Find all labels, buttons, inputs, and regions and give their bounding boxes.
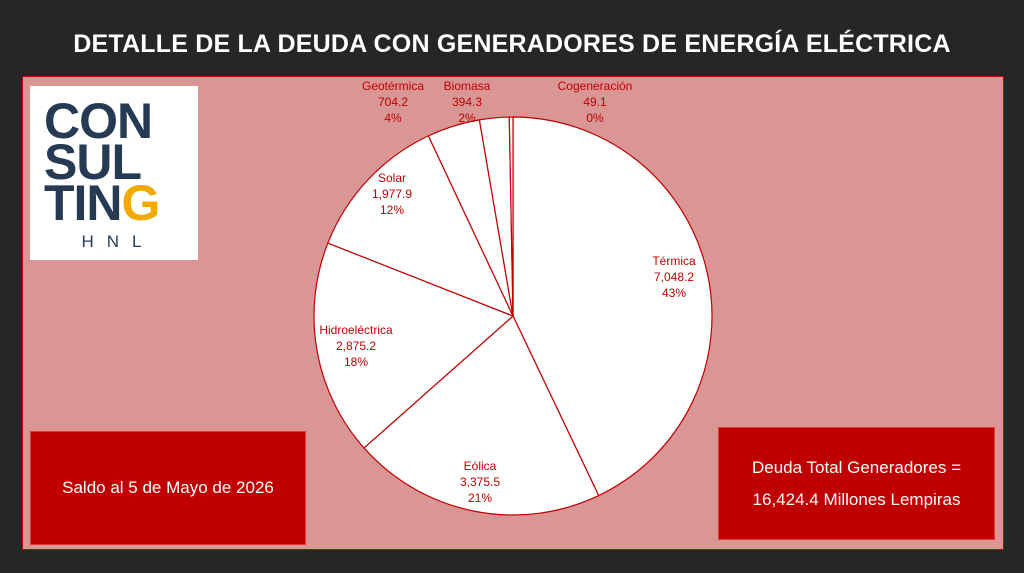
logo-subtitle: HNL	[81, 232, 155, 251]
logo-line-1: CON	[44, 93, 153, 149]
logo-line-3: TING	[44, 175, 161, 231]
slice-label-name-3: Solar	[378, 171, 406, 185]
slice-label-pct-6: 0%	[586, 111, 604, 125]
slice-label-name-1: Eólica	[464, 459, 497, 473]
slice-label-name-5: Biomasa	[444, 79, 491, 93]
slice-label-name-4: Geotérmica	[362, 79, 424, 93]
slice-label-pct-3: 12%	[380, 203, 404, 217]
slice-label-pct-0: 43%	[662, 286, 686, 300]
logo-line-2: SUL	[44, 134, 142, 190]
total-debt-line-1: Deuda Total Generadores =	[751, 457, 962, 477]
pie-slice-0	[512, 116, 713, 497]
slice-label-value-2: 2,875.2	[336, 339, 376, 353]
slice-label-value-5: 394.3	[452, 95, 482, 109]
slice-label-value-4: 704.2	[378, 95, 408, 109]
pie-slice-6	[508, 116, 514, 317]
pie-slice-2	[313, 242, 515, 449]
pie-slice-1	[363, 315, 600, 516]
slice-label-value-6: 49.1	[583, 95, 607, 109]
total-debt-line-2: 16,424.4 Millones Lempiras	[752, 489, 961, 509]
slice-label-name-0: Térmica	[652, 254, 696, 268]
logo-g-arrow-icon: G	[121, 175, 161, 231]
pie-slice-3	[327, 135, 515, 318]
slice-label-name-2: Hidroeléctrica	[319, 323, 393, 337]
saldo-date-text: Saldo al 5 de Mayo de 2026	[62, 478, 274, 497]
slice-label-pct-5: 2%	[458, 111, 476, 125]
total-debt-box: Deuda Total Generadores = 16,424.4 Millo…	[718, 427, 995, 540]
slice-label-pct-4: 4%	[384, 111, 402, 125]
slice-label-value-0: 7,048.2	[654, 270, 694, 284]
page-title: DETALLE DE LA DEUDA CON GENERADORES DE E…	[73, 30, 951, 58]
slice-label-value-3: 1,977.9	[372, 187, 412, 201]
slice-label-pct-1: 21%	[468, 491, 492, 505]
saldo-date-box: Saldo al 5 de Mayo de 2026	[30, 431, 306, 545]
slice-label-name-6: Cogeneración	[558, 79, 633, 93]
consulting-hnl-logo: CON SUL TING HNL	[30, 86, 198, 260]
slice-label-value-1: 3,375.5	[460, 475, 500, 489]
logo-line-3-text: TIN	[44, 175, 123, 231]
slice-label-pct-2: 18%	[344, 355, 368, 369]
